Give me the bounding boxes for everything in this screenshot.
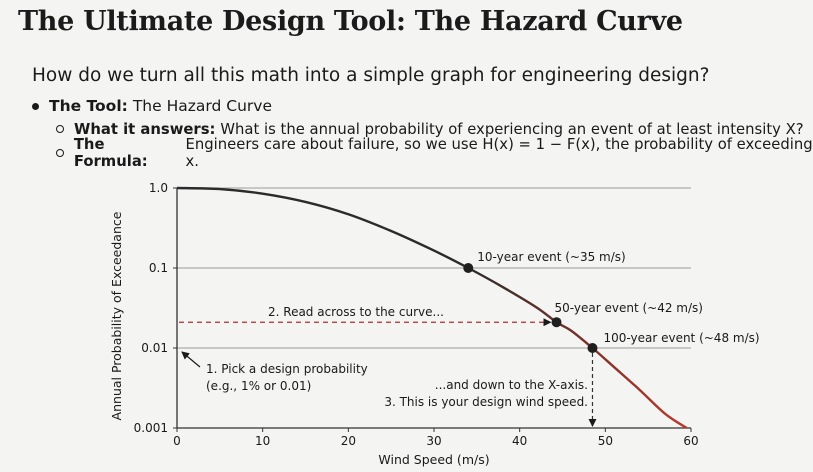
step2-text: 2. Read across to the curve...: [268, 305, 444, 319]
bullet-formula-label: The Formula:: [73, 136, 148, 170]
bullet-circle-icon: [56, 125, 64, 133]
event-point-2: [551, 317, 562, 328]
event-label-100yr: 100-year event (~48 m/s): [603, 331, 759, 345]
event-label-10yr: 10-year event (~35 m/s): [477, 250, 625, 264]
y-tick-label: 0.01: [141, 341, 168, 355]
y-tick-label: 1.0: [149, 181, 168, 195]
bullet-tool-text: The Hazard Curve: [132, 97, 272, 115]
step3-line1: ...and down to the X-axis.: [435, 378, 588, 392]
bullet-list: The Tool: The Hazard Curve What it answe…: [32, 95, 813, 170]
bullet-dot-icon: [32, 102, 39, 110]
y-tick-label: 0.1: [149, 261, 168, 275]
event-point-3: [587, 343, 598, 353]
bullet-answers-text: What is the annual probability of experi…: [220, 120, 804, 138]
slide-subtitle: How do we turn all this math into a simp…: [32, 65, 710, 86]
x-tick-label: 0: [173, 434, 181, 448]
slide-title: The Ultimate Design Tool: The Hazard Cur…: [18, 6, 683, 37]
x-tick-label: 40: [512, 434, 527, 448]
x-tick-label: 60: [683, 434, 698, 448]
step1-line1: 1. Pick a design probability: [206, 362, 368, 376]
step1-line2: (e.g., 1% or 0.01): [206, 379, 311, 393]
bullet-answers-label: What it answers:: [74, 120, 216, 138]
bullet-formula-text: Engineers care about failure, so we use …: [185, 136, 813, 170]
y-axis-label: Annual Probability of Exceedance: [109, 211, 124, 420]
bullet-tool-label: The Tool:: [49, 97, 128, 115]
x-tick-label: 10: [255, 434, 270, 448]
hazard-curve-line: [176, 186, 688, 430]
bullet-formula: The Formula: Engineers care about failur…: [56, 136, 813, 170]
x-tick-label: 30: [426, 434, 441, 448]
event-point-1: [463, 263, 474, 273]
bullet-circle-icon: [56, 149, 64, 157]
step3-line2: 3. This is your design wind speed.: [384, 395, 588, 409]
x-axis-label: Wind Speed (m/s): [378, 452, 489, 467]
bullet-tool: The Tool: The Hazard Curve: [32, 95, 813, 117]
bullet-answers: What it answers: What is the annual prob…: [56, 117, 813, 141]
x-tick-label: 20: [341, 434, 356, 448]
pick-probability-arrow: [181, 351, 201, 368]
event-label-50yr: 50-year event (~42 m/s): [555, 301, 703, 315]
x-tick-label: 50: [598, 434, 613, 448]
y-tick-label: 0.001: [134, 421, 168, 435]
